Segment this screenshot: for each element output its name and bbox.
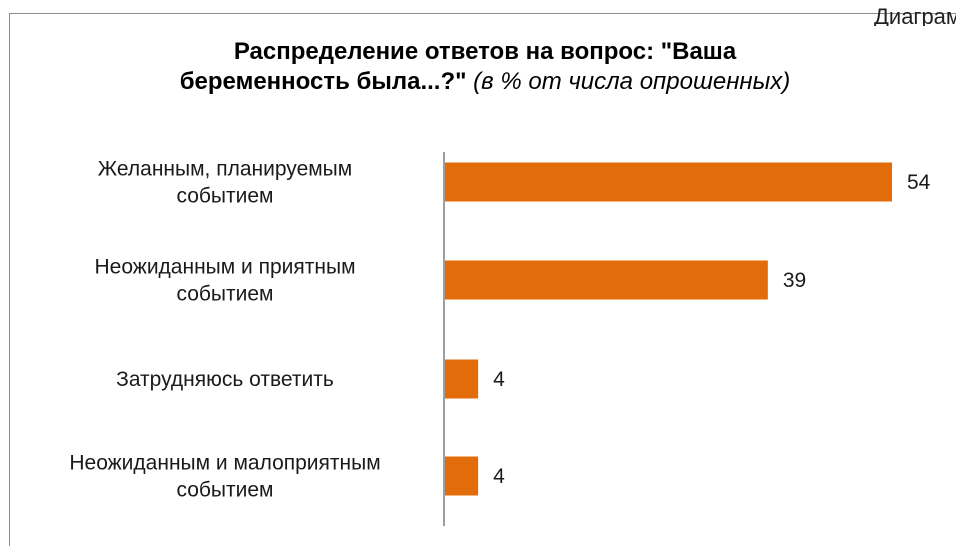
category-label-4: Неожиданным и малоприятным событием [69,452,380,502]
bar-4 [445,456,479,496]
chart-title-line2: беременность была...?" [179,68,467,95]
bars-layer: 54 Желанным, планируемым событием 39 Неожида… [69,158,930,502]
chart-title: Распределение ответов на вопрос: "Ваша б… [60,37,910,97]
corner-text: Диаграм [874,4,956,26]
category-label-1: Желанным, планируемым событием [98,158,352,208]
chart-frame: Диаграм [9,4,956,546]
bar-3 [445,359,479,399]
category-label-2: Неожиданным и приятным событием [94,256,355,306]
value-label-1: 54 [907,171,931,194]
chart-subtitle: (в % от числа опрошенных) [473,68,791,95]
category-label-3: Затрудняюсь ответить [116,368,334,391]
bar-2 [445,260,768,300]
value-label-2: 39 [783,269,806,292]
value-label-4: 4 [493,465,505,488]
bar-1 [445,162,892,202]
chart-title-line1: Распределение ответов на вопрос: "Ваша [233,38,737,65]
value-label-3: 4 [493,368,505,391]
